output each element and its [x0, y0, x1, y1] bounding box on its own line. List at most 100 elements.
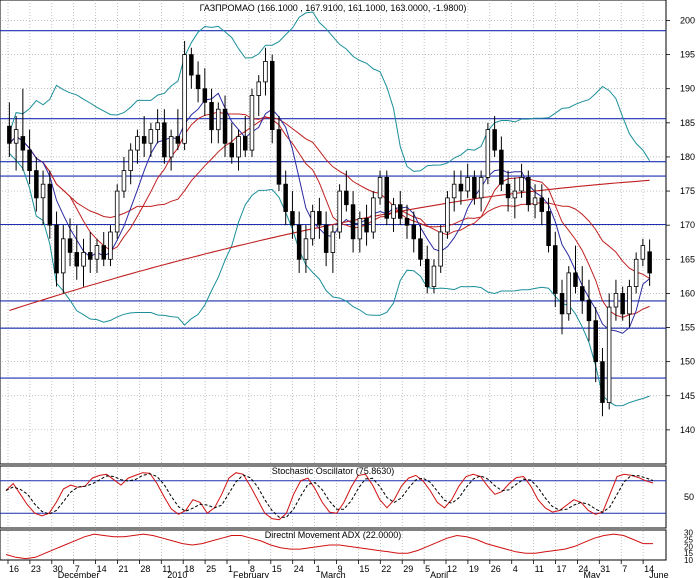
candle-body: [13, 129, 19, 144]
candle-body: [465, 176, 470, 192]
y-tick-label: 165: [680, 254, 695, 264]
y-tick-label: 180: [680, 152, 695, 162]
candle-body: [276, 129, 282, 185]
y-tick-label: 175: [680, 186, 695, 196]
candles: [7, 40, 652, 417]
candle-body: [580, 286, 585, 301]
x-tick-label: 21: [119, 564, 129, 574]
candle-body: [364, 217, 369, 233]
candle-body: [411, 224, 416, 240]
candle-body: [27, 149, 32, 172]
x-month-label: March: [321, 570, 346, 578]
x-tick-label: 4: [513, 564, 518, 574]
candle-body: [88, 252, 93, 260]
x-axis-ticks: 16 23 30 7 14 21 28 11 18 25 1 8 15 24 1 9 15 22 29 5 12 19 26…: [0, 559, 669, 578]
x-month-label: 2010: [167, 570, 187, 578]
adx-tick-label: 20: [684, 542, 693, 551]
stochastic-lines: [0, 472, 666, 521]
candle-body: [296, 224, 302, 260]
x-tick-label: 15: [272, 564, 282, 574]
candle-body: [519, 176, 524, 192]
x-tick-label: 17: [557, 564, 567, 574]
x-month-label: June: [649, 570, 669, 578]
candle-body: [647, 251, 652, 274]
candle-body: [404, 217, 410, 226]
x-tick-label: 24: [578, 564, 588, 574]
candle-body: [20, 136, 26, 151]
y-tick-label: 195: [680, 50, 695, 60]
main-panel: [0, 0, 667, 465]
y-axis-ticks: 140 145 150 155 160 165 170 175 180 185 190 195 200 5…: [666, 15, 695, 565]
x-tick-label: 18: [184, 564, 194, 574]
candle-body: [431, 265, 437, 288]
x-month-label: December: [58, 570, 100, 578]
candle-body: [586, 299, 592, 322]
candle-body: [94, 245, 100, 260]
x-tick-label: 24: [294, 564, 304, 574]
candle-body: [344, 190, 349, 206]
candle-body: [108, 231, 113, 260]
candle-body: [229, 142, 234, 158]
candle-body: [195, 74, 201, 90]
y-tick-label: 190: [680, 84, 695, 94]
candle-body: [7, 125, 12, 144]
y-tick-label: 140: [680, 425, 695, 435]
candle-body: [202, 88, 208, 103]
x-tick-label: 7: [622, 564, 627, 574]
stochastic-d-line: [5, 473, 654, 518]
candle-body: [397, 204, 403, 219]
stochastic-title: Stochastic Oscillator (75.8630): [272, 466, 395, 476]
candle-body: [633, 258, 639, 287]
x-month-label: April: [430, 570, 448, 578]
candle-body: [546, 211, 551, 246]
candle-body: [445, 197, 450, 233]
candle-body: [189, 54, 194, 76]
x-tick-label: 8: [250, 564, 255, 574]
candle-body: [566, 272, 572, 315]
y-tick-label: 155: [680, 323, 695, 333]
x-tick-label: 28: [140, 564, 150, 574]
candle-body: [263, 61, 268, 83]
candle-body: [559, 292, 565, 315]
horizontal-levels: [0, 30, 666, 379]
candle-body: [492, 129, 497, 151]
candle-body: [168, 136, 174, 158]
candle-body: [121, 170, 127, 192]
candle-body: [424, 258, 430, 287]
x-tick-label: 22: [381, 564, 391, 574]
adx-line-path: [5, 533, 653, 560]
x-tick-label: 1: [316, 564, 321, 574]
candle-body: [269, 61, 275, 130]
moving-average-long: [9, 179, 650, 312]
candle-body: [512, 190, 518, 199]
x-tick-label: 1: [228, 564, 233, 574]
candle-body: [148, 129, 154, 144]
candle-body: [54, 224, 59, 274]
candle-body: [67, 238, 73, 253]
candle-body: [256, 81, 261, 96]
candle-body: [236, 136, 241, 158]
candle-body: [505, 183, 511, 199]
candle-body: [472, 176, 477, 199]
adx-title: Directnl Movement ADX (22.0000): [265, 530, 402, 540]
x-tick-label: 12: [447, 564, 457, 574]
candle-body: [303, 238, 309, 260]
candle-body: [377, 176, 383, 199]
candle-body: [371, 197, 376, 233]
adx-tick-label: 30: [684, 529, 693, 538]
y-tick-label: 185: [680, 118, 695, 128]
candle-body: [249, 95, 255, 151]
candle-body: [222, 108, 228, 144]
x-tick-label: 30: [53, 564, 63, 574]
candle-body: [209, 102, 214, 131]
candle-body: [640, 245, 646, 260]
x-tick-label: 19: [469, 564, 479, 574]
candle-body: [330, 231, 336, 253]
candle-body: [215, 108, 221, 131]
candle-body: [74, 252, 80, 267]
candle-body: [162, 122, 167, 158]
candle-body: [499, 149, 504, 185]
candle-body: [34, 170, 39, 199]
candle-body: [485, 129, 491, 178]
